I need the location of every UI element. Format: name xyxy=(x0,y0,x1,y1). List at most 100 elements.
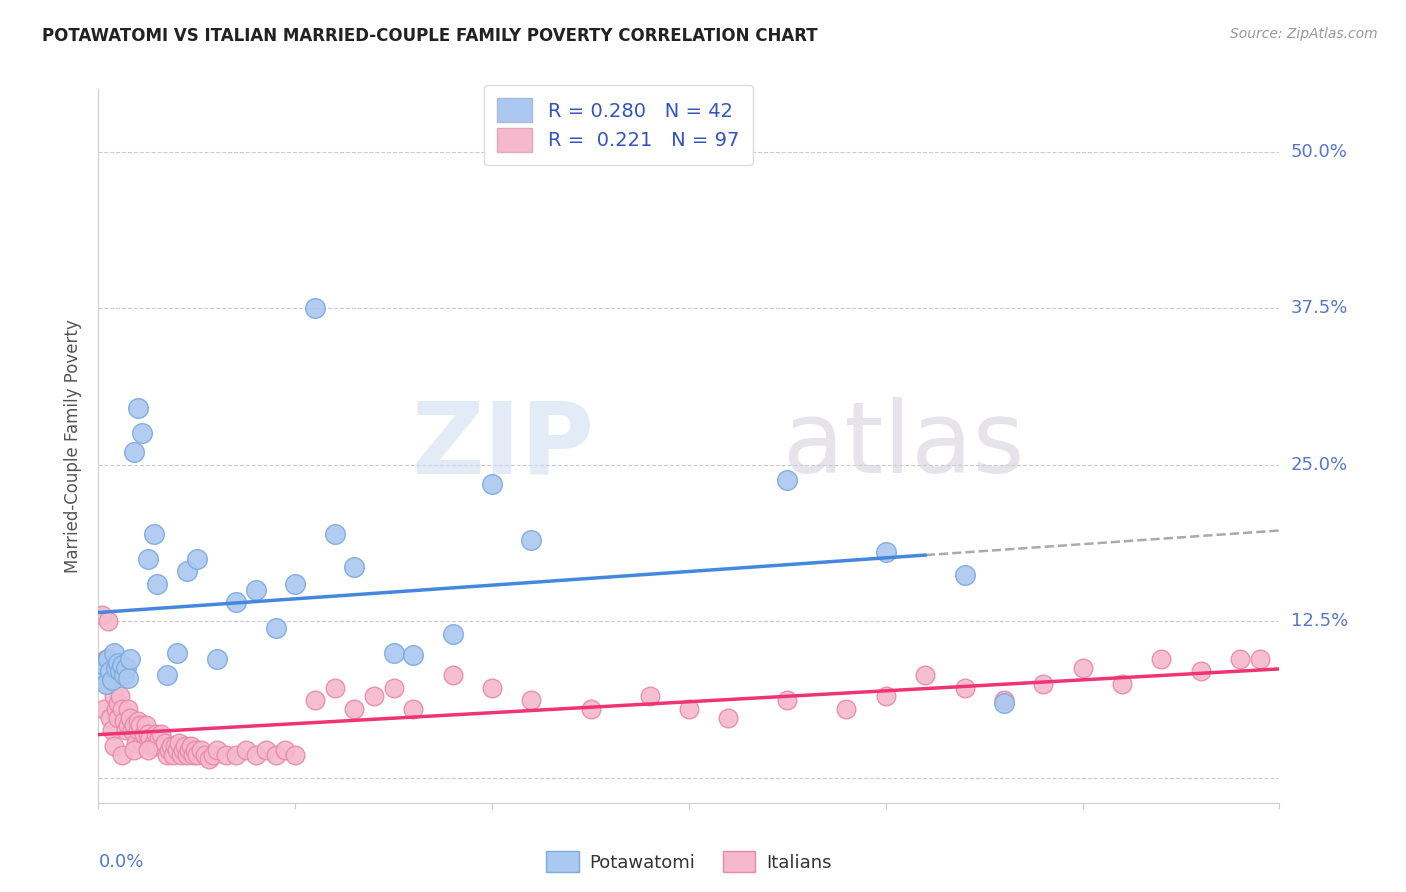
Point xyxy=(108,690,131,704)
Point xyxy=(105,702,128,716)
Point xyxy=(98,711,121,725)
Point xyxy=(107,656,129,670)
Text: ZIP: ZIP xyxy=(412,398,595,494)
Point xyxy=(717,711,740,725)
Point xyxy=(93,658,115,673)
Point xyxy=(142,526,165,541)
Point xyxy=(197,752,219,766)
Point xyxy=(875,690,897,704)
Text: 50.0%: 50.0% xyxy=(1291,143,1347,161)
Point xyxy=(115,660,138,674)
Point xyxy=(111,702,134,716)
Point xyxy=(1229,652,1251,666)
Point xyxy=(184,743,207,757)
Point xyxy=(150,727,173,741)
Point xyxy=(125,736,148,750)
Point xyxy=(136,743,159,757)
Text: 25.0%: 25.0% xyxy=(1291,456,1348,474)
Text: 0.0%: 0.0% xyxy=(98,853,143,871)
Point xyxy=(156,668,179,682)
Legend: Potawatomi, Italians: Potawatomi, Italians xyxy=(538,844,839,880)
Point xyxy=(155,736,177,750)
Point xyxy=(382,646,405,660)
Point xyxy=(875,545,897,559)
Point xyxy=(520,693,543,707)
Point xyxy=(402,702,425,716)
Point xyxy=(323,681,346,695)
Point xyxy=(441,627,464,641)
Point xyxy=(186,551,208,566)
Point xyxy=(117,671,139,685)
Text: atlas: atlas xyxy=(783,398,1025,494)
Point xyxy=(993,696,1015,710)
Point xyxy=(148,731,170,745)
Point xyxy=(678,702,700,716)
Text: 12.5%: 12.5% xyxy=(1291,612,1348,631)
Point xyxy=(174,739,197,754)
Point xyxy=(254,743,277,757)
Point xyxy=(382,681,405,695)
Point xyxy=(96,652,118,666)
Point xyxy=(1032,677,1054,691)
Point xyxy=(170,748,193,763)
Point xyxy=(363,690,385,704)
Point xyxy=(135,718,157,732)
Point xyxy=(132,727,155,741)
Point xyxy=(343,560,366,574)
Point xyxy=(146,739,169,754)
Point xyxy=(264,748,287,763)
Point xyxy=(1071,660,1094,674)
Point xyxy=(121,723,143,738)
Point xyxy=(274,743,297,757)
Point xyxy=(205,743,228,757)
Point xyxy=(146,576,169,591)
Point xyxy=(141,739,163,754)
Point xyxy=(131,736,153,750)
Point xyxy=(1111,677,1133,691)
Point xyxy=(1189,665,1212,679)
Point xyxy=(304,693,326,707)
Point xyxy=(835,702,858,716)
Point xyxy=(122,718,145,732)
Point xyxy=(98,665,121,679)
Point xyxy=(156,748,179,763)
Point xyxy=(776,473,799,487)
Point xyxy=(186,748,208,763)
Point xyxy=(205,652,228,666)
Point xyxy=(914,668,936,682)
Point xyxy=(97,677,120,691)
Point xyxy=(165,739,187,754)
Point xyxy=(264,621,287,635)
Point xyxy=(131,426,153,441)
Point xyxy=(194,748,217,763)
Point xyxy=(138,731,160,745)
Point xyxy=(343,702,366,716)
Point xyxy=(481,681,503,695)
Point xyxy=(579,702,602,716)
Point xyxy=(101,723,124,738)
Point xyxy=(142,736,165,750)
Point xyxy=(225,748,247,763)
Point xyxy=(111,748,134,763)
Point xyxy=(953,681,976,695)
Point xyxy=(118,711,141,725)
Point xyxy=(103,690,125,704)
Point xyxy=(115,723,138,738)
Point xyxy=(225,595,247,609)
Point xyxy=(91,671,114,685)
Point xyxy=(122,743,145,757)
Point xyxy=(162,748,184,763)
Point xyxy=(953,568,976,582)
Point xyxy=(97,614,120,628)
Point xyxy=(167,736,190,750)
Point xyxy=(481,476,503,491)
Point xyxy=(190,743,212,757)
Point xyxy=(127,401,149,416)
Point xyxy=(136,736,159,750)
Point xyxy=(112,714,135,729)
Point xyxy=(402,648,425,662)
Point xyxy=(136,727,159,741)
Point xyxy=(103,646,125,660)
Point xyxy=(97,652,120,666)
Point xyxy=(245,748,267,763)
